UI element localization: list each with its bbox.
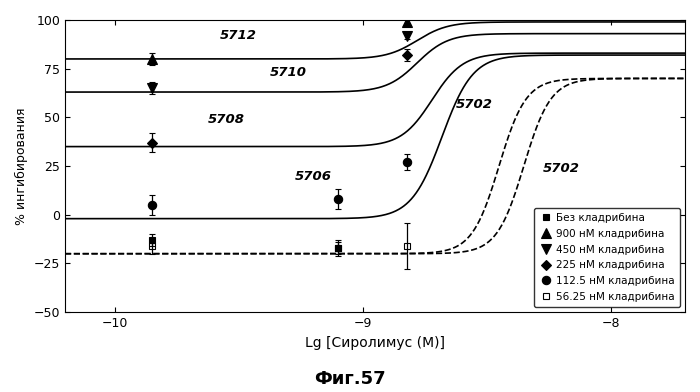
Text: 5706: 5706	[295, 170, 332, 183]
Text: 5702: 5702	[542, 162, 580, 175]
Text: 5710: 5710	[270, 67, 307, 80]
Text: Фиг.57: Фиг.57	[314, 370, 386, 388]
Text: 5708: 5708	[208, 113, 245, 126]
Y-axis label: % ингибирования: % ингибирования	[15, 107, 28, 225]
Text: 5702: 5702	[456, 98, 493, 111]
X-axis label: Lg [Сиролимус (М)]: Lg [Сиролимус (М)]	[305, 336, 445, 350]
Legend: Без кладрибина, 900 нМ кладрибина, 450 нМ кладрибина, 225 нМ кладрибина, 112.5 н: Без кладрибина, 900 нМ кладрибина, 450 н…	[534, 208, 680, 307]
Text: 5712: 5712	[220, 29, 257, 42]
